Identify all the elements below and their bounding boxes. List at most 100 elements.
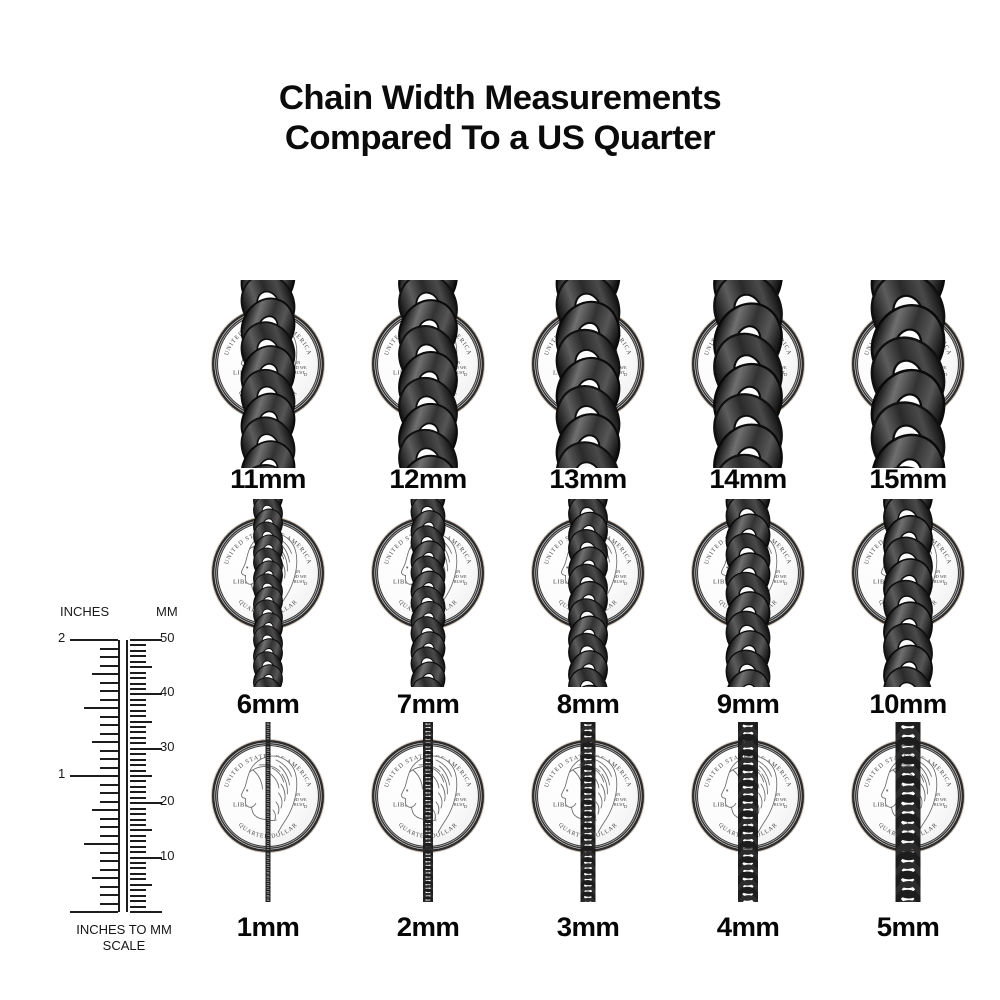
svg-text:TRUST: TRUST bbox=[931, 802, 945, 807]
ruler-mm-minor-tick bbox=[130, 687, 146, 690]
ruler-mm-spine bbox=[126, 640, 128, 912]
chain-size-label: 11mm bbox=[230, 464, 306, 494]
ruler-inch-minor-tick bbox=[100, 732, 118, 735]
ruler-inch-minor-tick bbox=[100, 766, 118, 769]
ruler-mm-major-tick bbox=[130, 856, 162, 859]
svg-text:GOD WE: GOD WE bbox=[449, 365, 467, 370]
svg-text:IN: IN bbox=[296, 360, 301, 365]
ruler-inch-minor-tick bbox=[100, 792, 118, 794]
ruler-inch-minor-tick bbox=[100, 758, 118, 760]
svg-text:GOD WE: GOD WE bbox=[609, 797, 627, 802]
svg-text:D: D bbox=[624, 372, 628, 377]
page-title: Chain Width Measurements Compared To a U… bbox=[0, 78, 1000, 158]
ruler-mm-minor-tick bbox=[130, 660, 146, 663]
ruler-mm-minor-tick bbox=[130, 862, 146, 865]
svg-text:IN: IN bbox=[616, 792, 621, 797]
ruler-mm-minor-tick bbox=[130, 883, 152, 886]
chain-strip bbox=[870, 280, 946, 468]
ruler-mm-minor-tick bbox=[130, 731, 146, 734]
ruler-inches-header: INCHES bbox=[60, 604, 110, 619]
ruler-caption-line-2: SCALE bbox=[102, 938, 146, 953]
ruler-mm-minor-tick bbox=[130, 677, 146, 680]
svg-text:GOD WE: GOD WE bbox=[929, 574, 947, 579]
ruler-mm-major-tick bbox=[130, 747, 162, 750]
ruler-mm-minor-tick bbox=[130, 742, 146, 745]
svg-text:IN: IN bbox=[616, 569, 621, 574]
svg-text:TRUST: TRUST bbox=[611, 579, 625, 584]
chain-strip bbox=[240, 280, 296, 468]
chain-size-cell[interactable]: UNITED STATES OF AMERICA QUARTER DOLLAR … bbox=[828, 497, 988, 719]
chain-size-cell[interactable]: UNITED STATES OF AMERICA QUARTER DOLLAR … bbox=[828, 272, 988, 494]
ruler-inch-major-tick bbox=[70, 911, 118, 913]
chain-strip bbox=[398, 280, 458, 468]
chain-size-cell[interactable]: UNITED STATES OF AMERICA QUARTER DOLLAR … bbox=[188, 497, 348, 719]
ruler-inch-minor-tick bbox=[100, 783, 118, 786]
svg-text:GOD WE: GOD WE bbox=[289, 797, 307, 802]
chain-row-2: UNITED STATES OF AMERICA QUARTER DOLLAR … bbox=[0, 497, 1000, 719]
ruler-inch-minor-tick bbox=[92, 741, 118, 743]
ruler-mm-major-tick bbox=[130, 639, 162, 641]
chain-size-cell[interactable]: UNITED STATES OF AMERICA QUARTER DOLLAR … bbox=[668, 272, 828, 494]
chain-row-3: UNITED STATES OF AMERICA QUARTER DOLLAR … bbox=[0, 722, 1000, 942]
ruler-inch-minor-tick bbox=[100, 885, 118, 888]
ruler-mm-minor-tick bbox=[130, 715, 146, 718]
chain-strip bbox=[253, 499, 283, 687]
ruler-mm-minor-tick bbox=[130, 851, 146, 854]
chain-strip bbox=[883, 499, 933, 687]
chain-row-1: UNITED STATES OF AMERICA QUARTER DOLLAR … bbox=[0, 272, 1000, 494]
chain-size-cell[interactable]: UNITED STATES OF AMERICA QUARTER DOLLAR … bbox=[348, 272, 508, 494]
chain-size-cell[interactable]: UNITED STATES OF AMERICA QUARTER DOLLAR … bbox=[188, 272, 348, 494]
chain-strip bbox=[423, 722, 433, 902]
svg-text:D: D bbox=[624, 804, 628, 809]
chain-size-label: 14mm bbox=[709, 464, 787, 494]
ruler-inch-minor-tick bbox=[100, 902, 118, 905]
chain-size-label: 7mm bbox=[396, 689, 460, 719]
svg-text:IN: IN bbox=[456, 569, 461, 574]
ruler-inch-spine bbox=[118, 640, 120, 912]
chain-strip bbox=[580, 722, 596, 902]
chain-size-cell[interactable]: UNITED STATES OF AMERICA QUARTER DOLLAR … bbox=[668, 497, 828, 719]
chain-strip bbox=[738, 722, 758, 902]
ruler-mm-minor-tick bbox=[130, 709, 146, 712]
svg-text:D: D bbox=[464, 372, 468, 377]
svg-text:TRUST: TRUST bbox=[451, 802, 465, 807]
ruler-inch-minor-tick bbox=[100, 860, 118, 862]
chain-size-label: 9mm bbox=[716, 689, 780, 719]
chain-size-cell[interactable]: UNITED STATES OF AMERICA QUARTER DOLLAR … bbox=[828, 722, 988, 942]
chain-size-cell[interactable]: UNITED STATES OF AMERICA QUARTER DOLLAR … bbox=[508, 497, 668, 719]
chain-size-label: 15mm bbox=[869, 464, 947, 494]
ruler-mm-minor-tick bbox=[130, 900, 146, 903]
ruler-mm-minor-tick bbox=[130, 807, 146, 810]
svg-text:TRUST: TRUST bbox=[771, 802, 785, 807]
ruler-inch-minor-tick bbox=[100, 724, 118, 726]
ruler-inch-minor-tick bbox=[100, 664, 118, 667]
ruler-mm-minor-tick bbox=[130, 834, 146, 837]
ruler-mm-label: 10 bbox=[160, 847, 175, 863]
chain-size-cell[interactable]: UNITED STATES OF AMERICA QUARTER DOLLAR … bbox=[508, 272, 668, 494]
chain-size-cell[interactable]: UNITED STATES OF AMERICA QUARTER DOLLAR … bbox=[508, 722, 668, 942]
ruler-caption-line-1: INCHES TO MM bbox=[76, 922, 172, 937]
inches-to-mm-ruler: INCHES MM 50 40 30 20 10 2 1 INCHES TO MM SCAL… bbox=[52, 604, 196, 956]
svg-text:TRUST: TRUST bbox=[451, 370, 465, 375]
svg-text:D: D bbox=[304, 804, 308, 809]
ruler-mm-minor-tick bbox=[130, 775, 152, 777]
ruler-mm-minor-tick bbox=[130, 791, 146, 794]
chain-size-cell[interactable]: UNITED STATES OF AMERICA QUARTER DOLLAR … bbox=[348, 722, 508, 942]
chain-size-cell[interactable]: UNITED STATES OF AMERICA QUARTER DOLLAR … bbox=[668, 722, 828, 942]
svg-text:GOD WE: GOD WE bbox=[769, 574, 787, 579]
ruler-caption: INCHES TO MM SCALE bbox=[52, 922, 196, 954]
svg-text:TRUST: TRUST bbox=[291, 579, 305, 584]
chain-size-label: 3mm bbox=[556, 912, 620, 942]
svg-text:IN: IN bbox=[296, 569, 301, 574]
ruler-mm-minor-tick bbox=[130, 823, 146, 826]
chain-size-cell[interactable]: UNITED STATES OF AMERICA QUARTER DOLLAR … bbox=[188, 722, 348, 942]
chain-strip bbox=[895, 722, 921, 902]
ruler-inch-minor-tick bbox=[100, 690, 118, 692]
ruler-mm-minor-tick bbox=[130, 720, 152, 723]
title-line-1: Chain Width Measurements bbox=[278, 79, 722, 117]
svg-text:GOD WE: GOD WE bbox=[449, 797, 467, 802]
chain-strip bbox=[555, 280, 621, 468]
ruler-mm-header: MM bbox=[156, 604, 178, 619]
chain-strip bbox=[265, 722, 271, 902]
chain-size-cell[interactable]: UNITED STATES OF AMERICA QUARTER DOLLAR … bbox=[348, 497, 508, 719]
